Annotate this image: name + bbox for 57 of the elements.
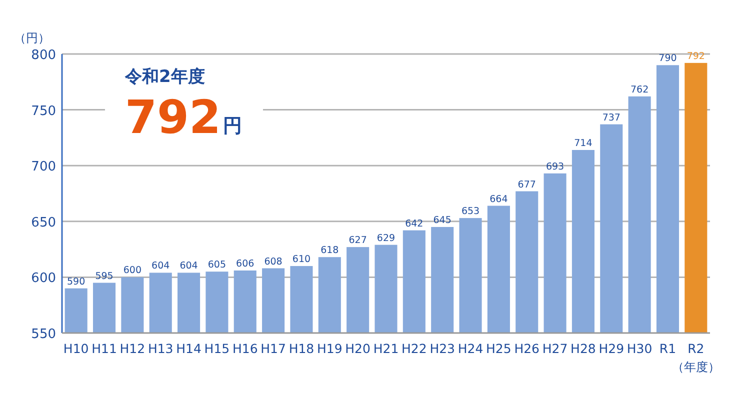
- data-label: 642: [405, 218, 424, 230]
- data-label: 677: [518, 179, 536, 190]
- y-tick-label: 600: [31, 271, 56, 286]
- x-tick-label: H26: [514, 341, 540, 356]
- data-label: 629: [376, 232, 396, 244]
- data-label: 595: [95, 270, 114, 282]
- y-tick-label: 800: [31, 48, 56, 63]
- x-tick-label: R2: [688, 341, 704, 356]
- annotation: 令和2年度: [124, 67, 205, 87]
- y-tick-label: 750: [31, 104, 56, 119]
- x-axis-title: （年度）: [672, 360, 720, 374]
- x-tick-label: H13: [148, 341, 174, 356]
- x-tick-label: H29: [598, 341, 624, 356]
- data-label: 645: [433, 214, 452, 226]
- x-tick-label: H14: [176, 341, 202, 356]
- x-tick-label: H22: [402, 341, 427, 356]
- x-tick-label: H12: [120, 341, 146, 356]
- data-label: 606: [236, 258, 254, 270]
- data-label: 762: [630, 84, 649, 96]
- x-tick-label: H25: [486, 341, 512, 356]
- data-label: 664: [490, 194, 508, 205]
- data-label: 714: [574, 138, 592, 149]
- x-tick-label: H10: [63, 341, 89, 356]
- annotation: 円: [223, 115, 242, 137]
- x-tick-label: H24: [458, 341, 484, 356]
- data-label: 792: [686, 50, 705, 62]
- x-tick-label: H16: [232, 341, 258, 356]
- data-label: 604: [152, 260, 170, 272]
- x-tick-label: H17: [260, 341, 286, 356]
- data-label: 790: [658, 53, 677, 64]
- x-tick-label: R1: [659, 341, 676, 356]
- x-tick-label: H20: [345, 341, 371, 356]
- x-tick-label: H19: [316, 341, 342, 356]
- x-tick-label: H28: [570, 341, 596, 356]
- data-label: 605: [208, 260, 226, 271]
- x-tick-label: H30: [626, 341, 652, 356]
- x-tick-label: H11: [92, 341, 117, 356]
- data-label: 627: [348, 235, 367, 246]
- x-tick-label: H15: [204, 341, 230, 356]
- data-label: 610: [292, 254, 311, 266]
- data-label: 600: [123, 265, 142, 276]
- data-label: 604: [180, 260, 198, 272]
- y-tick-label: 650: [31, 215, 56, 230]
- data-label: 693: [546, 161, 564, 172]
- data-label: 653: [461, 206, 480, 218]
- x-tick-label: H21: [373, 341, 399, 356]
- y-axis-title: （円）: [14, 31, 50, 45]
- x-tick-label: H18: [288, 341, 314, 356]
- data-label: 737: [602, 112, 620, 124]
- y-tick-label: 550: [31, 327, 56, 342]
- data-label: 608: [264, 256, 282, 268]
- x-tick-label: H23: [430, 341, 456, 356]
- y-tick-label: 700: [31, 160, 56, 175]
- annotation: 792: [125, 90, 222, 144]
- data-label: 618: [320, 245, 339, 256]
- data-label: 590: [67, 276, 86, 288]
- x-tick-label: H27: [542, 341, 568, 356]
